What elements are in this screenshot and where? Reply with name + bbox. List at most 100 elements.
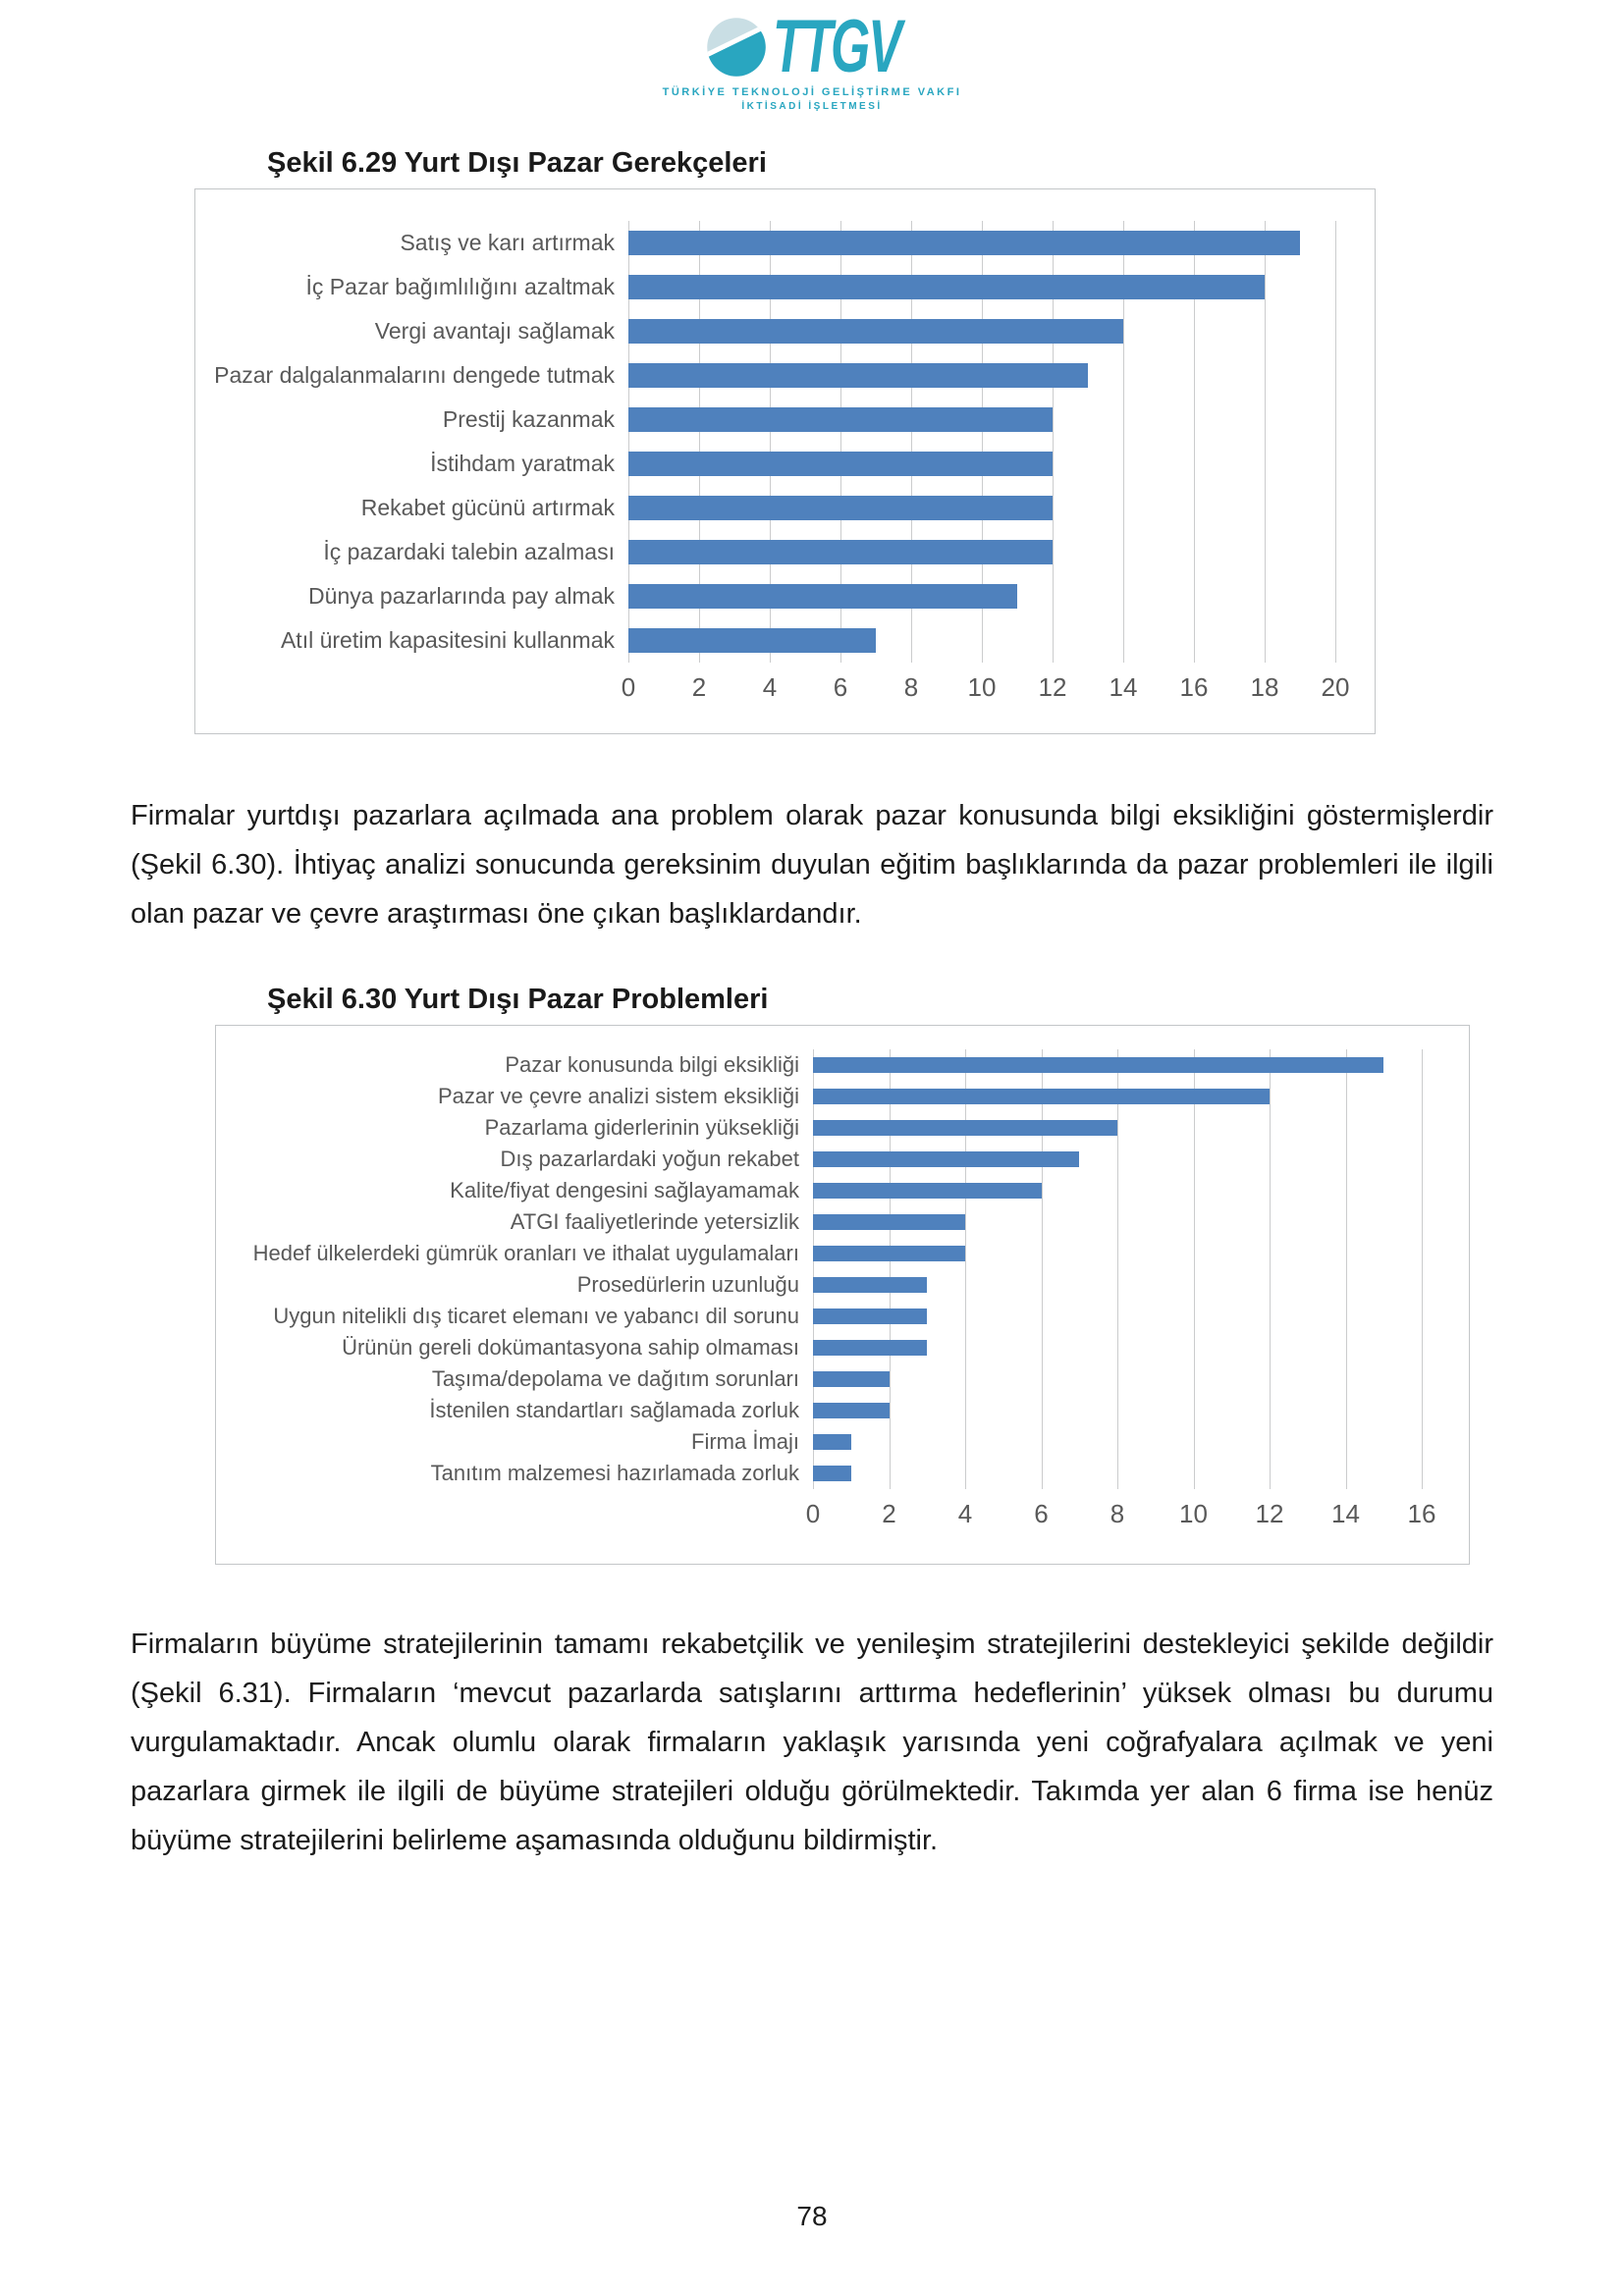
bar-cell: [813, 1332, 1422, 1363]
x-tick-label: 2: [882, 1499, 896, 1528]
chart-row: İstihdam yaratmak: [195, 442, 1375, 486]
bar: [813, 1183, 1042, 1199]
chart-row: Taşıma/depolama ve dağıtım sorunları: [216, 1363, 1469, 1395]
bar: [628, 407, 1053, 432]
axis-spacer: [195, 663, 628, 710]
bar: [628, 452, 1053, 476]
x-tick-label: 6: [833, 672, 848, 702]
chart-row: Uygun nitelikli dış ticaret elemanı ve y…: [216, 1301, 1469, 1332]
bar: [813, 1308, 928, 1324]
chart-row: Pazarlama giderlerinin yüksekliği: [216, 1112, 1469, 1144]
chart-row: İç Pazar bağımlılığını azaltmak: [195, 265, 1375, 309]
bar-cell: [628, 265, 1335, 309]
bar: [628, 231, 1300, 255]
chart-rows: Pazar konusunda bilgi eksikliği Pazar ve …: [216, 1049, 1469, 1489]
x-tick-label: 6: [1034, 1499, 1049, 1528]
x-tick-label: 12: [1038, 672, 1067, 702]
category-label: Atıl üretim kapasitesini kullanmak: [280, 627, 615, 653]
chart-plot-area: Satış ve karı artırmak İç Pazar bağımlılı…: [195, 189, 1375, 710]
figure-6-29-caption: Şekil 6.29 Yurt Dışı Pazar Gerekçeleri: [267, 147, 767, 179]
bar: [628, 540, 1053, 564]
chart-x-axis: 0 2 4 6 8 10 12 14 16: [216, 1489, 1469, 1536]
bar-cell: [813, 1081, 1422, 1112]
gridline: [911, 221, 912, 663]
figure-6-30-chart: Pazar konusunda bilgi eksikliği Pazar ve …: [215, 1025, 1470, 1565]
logo-subtitle-line1: TÜRKİYE TEKNOLOJİ GELİŞTİRME VAKFI: [662, 86, 962, 98]
category-label: Taşıma/depolama ve dağıtım sorunları: [431, 1366, 799, 1391]
chart-rows: Satış ve karı artırmak İç Pazar bağımlılı…: [195, 221, 1375, 663]
body-paragraph-1: Firmalar yurtdışı pazarlara açılmada ana…: [131, 800, 1493, 930]
bar-cell: [813, 1458, 1422, 1489]
x-tick-label: 16: [1179, 672, 1209, 702]
category-label: İstenilen standartları sağlamada zorluk: [429, 1398, 799, 1422]
bar: [628, 496, 1053, 520]
gridline: [1041, 1049, 1043, 1489]
figure-6-30-caption: Şekil 6.30 Yurt Dışı Pazar Problemleri: [267, 984, 769, 1015]
x-tick-label: 8: [903, 672, 919, 702]
bar: [813, 1089, 1270, 1104]
gridline: [770, 221, 771, 663]
bar: [813, 1466, 851, 1481]
bar: [813, 1246, 965, 1261]
x-tick-label: 0: [621, 672, 636, 702]
x-tick-label: 20: [1321, 672, 1350, 702]
chart-row: Kalite/fiyat dengesini sağlayamamak: [216, 1175, 1469, 1206]
bar: [813, 1214, 965, 1230]
gridline: [1422, 1049, 1423, 1489]
chart-row: Firma İmajı: [216, 1426, 1469, 1458]
gridline: [699, 221, 700, 663]
x-tick-label: 4: [762, 672, 778, 702]
logo-subtitle-line2: İKTİSADİ İŞLETMESİ: [741, 101, 883, 112]
bar-cell: [628, 353, 1335, 398]
x-tick-label: 8: [1110, 1499, 1125, 1528]
axis-tick-labels: 0 2 4 6 8 10 12 14 16 18 20: [622, 663, 1350, 710]
bar-cell: [813, 1144, 1422, 1175]
x-tick-label: 16: [1407, 1499, 1436, 1528]
ttgv-logo-text: TTGV: [773, 5, 902, 88]
bar-cell: [628, 398, 1335, 442]
chart-row: Prestij kazanmak: [195, 398, 1375, 442]
chart-row: Rekabet gücünü artırmak: [195, 486, 1375, 530]
gridline: [1123, 221, 1124, 663]
bar: [628, 363, 1088, 388]
gridline: [628, 221, 629, 663]
chart-row: Pazar dalgalanmalarını dengede tutmak: [195, 353, 1375, 398]
gridline: [1193, 1049, 1195, 1489]
x-tick-label: 0: [805, 1499, 821, 1528]
chart-row: Pazar konusunda bilgi eksikliği: [216, 1049, 1469, 1081]
chart-gridlines: [628, 221, 1336, 663]
x-tick-label: 14: [1109, 672, 1138, 702]
bar-cell: [813, 1206, 1422, 1238]
bar: [628, 319, 1123, 344]
bar-cell: [628, 618, 1335, 663]
category-label: Satış ve karı artırmak: [400, 230, 615, 255]
category-label: Tanıtım malzemesi hazırlamada zorluk: [430, 1461, 799, 1485]
chart-row: Dış pazarlardaki yoğun rekabet: [216, 1144, 1469, 1175]
bar: [813, 1340, 928, 1356]
chart-row: Prosedürlerin uzunluğu: [216, 1269, 1469, 1301]
x-tick-label: 10: [1179, 1499, 1208, 1528]
bar: [813, 1151, 1080, 1167]
category-label: ATGI faaliyetlerinde yetersizlik: [510, 1209, 799, 1234]
category-label: Hedef ülkelerdeki gümrük oranları ve ith…: [252, 1241, 799, 1265]
chart-row: Atıl üretim kapasitesini kullanmak: [195, 618, 1375, 663]
bar-cell: [628, 530, 1335, 574]
category-label: Rekabet gücünü artırmak: [360, 495, 615, 520]
chart-x-axis: 0 2 4 6 8 10 12 14 16 18 20: [195, 663, 1375, 710]
ttgv-logo-circle-icon: [707, 18, 766, 77]
category-label: Prosedürlerin uzunluğu: [576, 1272, 799, 1297]
ttgv-logo: TTGV: [0, 5, 1624, 88]
chart-row: ATGI faaliyetlerinde yetersizlik: [216, 1206, 1469, 1238]
gridline: [889, 1049, 891, 1489]
bar: [628, 275, 1265, 299]
chart-row: Satış ve karı artırmak: [195, 221, 1375, 265]
bar-cell: [813, 1112, 1422, 1144]
bar-cell: [813, 1395, 1422, 1426]
bar-cell: [813, 1049, 1422, 1081]
x-tick-label: 14: [1331, 1499, 1360, 1528]
chart-gridlines: [813, 1049, 1423, 1489]
gridline: [813, 1049, 814, 1489]
gridline: [982, 221, 983, 663]
bar-cell: [813, 1269, 1422, 1301]
chart-row: Hedef ülkelerdeki gümrük oranları ve ith…: [216, 1238, 1469, 1269]
